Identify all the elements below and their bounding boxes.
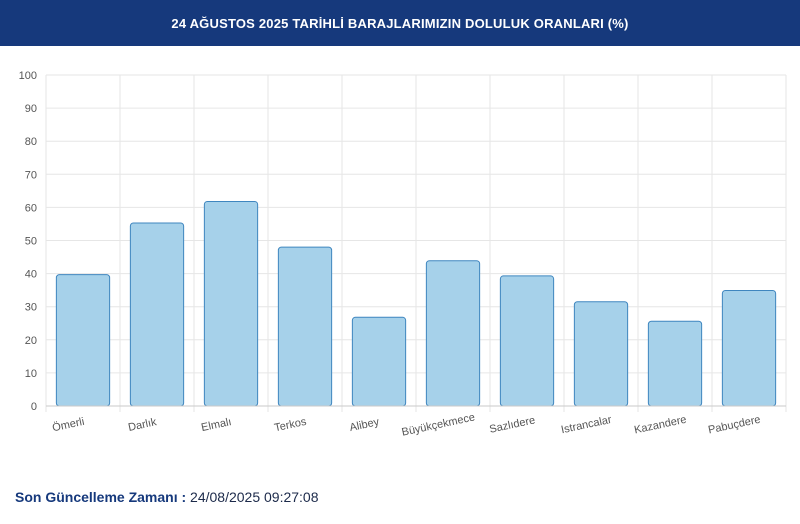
y-tick-label: 80 <box>25 136 37 148</box>
last-update: Son Güncelleme Zamanı : 24/08/2025 09:27… <box>15 489 319 505</box>
chart-title-bar: 24 AĞUSTOS 2025 TARİHLİ BARAJLARIMIZIN D… <box>0 0 800 46</box>
chart-title: 24 AĞUSTOS 2025 TARİHLİ BARAJLARIMIZIN D… <box>171 15 629 31</box>
x-tick-label: Ömerli <box>51 416 85 434</box>
bar <box>351 316 407 407</box>
x-tick-label: Elmalı <box>200 416 232 434</box>
last-update-label: Son Güncelleme Zamanı : <box>15 489 187 505</box>
x-tick-label: Terkos <box>273 416 308 435</box>
y-tick-label: 60 <box>25 202 37 214</box>
bar <box>425 260 481 407</box>
x-tick-label: Alibey <box>348 416 380 434</box>
bar <box>573 301 629 407</box>
x-tick-label: Kazandere <box>633 414 688 437</box>
y-tick-label: 40 <box>25 269 37 281</box>
y-tick-label: 0 <box>31 401 37 413</box>
bar <box>129 222 185 407</box>
bar <box>721 289 777 407</box>
bar-chart: 0 10 20 30 40 50 60 70 80 90 100 Ömerli Darlık Elmalı… <box>19 70 787 439</box>
x-tick-label: Büyükçekmece <box>401 411 476 438</box>
y-tick-label: 70 <box>25 169 37 181</box>
bar <box>203 200 259 407</box>
y-tick-label: 90 <box>25 103 37 115</box>
bar <box>499 275 555 407</box>
bar <box>277 246 333 407</box>
y-tick-label: 100 <box>19 70 37 82</box>
x-tick-label: Sazlıdere <box>488 414 536 435</box>
x-tick-label: Darlık <box>127 416 158 434</box>
y-tick-label: 30 <box>25 302 37 314</box>
y-tick-label: 50 <box>25 236 37 248</box>
x-tick-label: Pabuçdere <box>707 414 762 437</box>
y-tick-label: 20 <box>25 335 37 347</box>
x-tick-label: Istrancalar <box>560 414 613 436</box>
bar <box>647 320 703 407</box>
last-update-value: 24/08/2025 09:27:08 <box>190 489 319 505</box>
y-tick-label: 10 <box>25 368 37 380</box>
bar <box>55 274 111 407</box>
